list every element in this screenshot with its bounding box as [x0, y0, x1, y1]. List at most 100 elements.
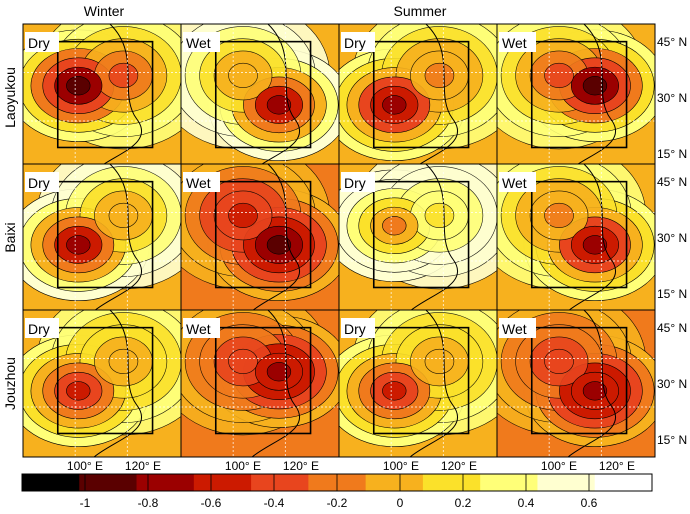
lon-tick-label: 100° E [67, 459, 103, 473]
panel-laoyukou-summer-dry: Dry [338, 23, 498, 172]
coastline [567, 24, 617, 171]
coastline [409, 164, 459, 311]
panel-baixi-winter-dry: Dry [22, 163, 182, 312]
colorbar-segment [79, 474, 138, 491]
contour-band-low [66, 235, 91, 255]
contour-band-low [66, 76, 91, 96]
colorbar-segment [422, 474, 481, 491]
coastline [251, 24, 301, 171]
coastline [567, 310, 617, 457]
lat-tick-label: 30° N [657, 231, 687, 245]
contour-band-high [228, 202, 258, 228]
colorbar-segment [22, 474, 80, 491]
panel-tag: Dry [344, 35, 366, 51]
lat-tick-label: 15° N [657, 287, 687, 301]
panel-tag-box [341, 318, 375, 338]
panel-jouzhou-winter-wet: Wet [180, 309, 340, 458]
panel-tag: Dry [344, 175, 366, 191]
lon-tick-label: 120° E [125, 459, 161, 473]
contour-band-high [424, 62, 455, 88]
lon-tick-label: 120° E [441, 459, 477, 473]
coastline [93, 24, 143, 171]
panel-tag-box [25, 318, 59, 338]
lon-tick-label: 120° E [283, 459, 319, 473]
row-title-baixi: Baixi [2, 222, 18, 252]
colorbar-tick-label: 0 [397, 496, 404, 510]
panel-tag: Wet [502, 321, 527, 337]
column-title-summer: Summer [394, 3, 447, 19]
lat-tick-label: 30° N [657, 91, 687, 105]
contour-band-high [544, 348, 574, 375]
colorbar-segment [537, 474, 596, 491]
colorbar-tick-label: 0.4 [518, 496, 535, 510]
region-box [372, 40, 470, 149]
contour-band-high [228, 62, 258, 88]
colorbar-segment [480, 474, 538, 491]
lat-tick-label: 45° N [657, 175, 687, 189]
coastline [93, 164, 143, 311]
panel-tag-box [25, 32, 59, 52]
colorbar-tick-label: 0.2 [455, 496, 472, 510]
panel-tag-box [341, 32, 375, 52]
coastline [567, 164, 617, 311]
lat-tick-label: 15° N [657, 433, 687, 447]
panel-tag: Wet [186, 35, 211, 51]
coastline [409, 310, 459, 457]
panel-jouzhou-winter-dry: Dry [22, 309, 182, 458]
panel-tag-box [183, 172, 220, 192]
contour-band-high [424, 202, 455, 228]
panel-tag-box [183, 318, 220, 338]
region-box [530, 326, 628, 435]
contour-band-low [382, 216, 407, 236]
panel-baixi-summer-dry: Dry [338, 163, 498, 312]
contour-band-high [228, 348, 258, 375]
lat-tick-label: 15° N [657, 147, 687, 161]
contour-band-high [424, 348, 455, 375]
colorbar-segment [251, 474, 309, 491]
region-box [214, 326, 312, 435]
lat-tick-label: 30° N [657, 377, 687, 391]
panel-laoyukou-winter-wet: Wet [180, 23, 340, 172]
row-title-jouzhou: Jouzhou [2, 357, 18, 410]
panel-tag: Dry [344, 321, 366, 337]
panel-tag-box [499, 172, 536, 192]
panel-tag-box [499, 318, 536, 338]
colorbar-tick-label: -0.4 [264, 496, 285, 510]
coastline [251, 310, 301, 457]
region-box [372, 326, 470, 435]
lat-tick-label: 45° N [657, 35, 687, 49]
panel-tag: Wet [186, 175, 211, 191]
panel-jouzhou-summer-wet: Wet [496, 309, 656, 458]
colorbar-tick-label: -0.8 [138, 496, 159, 510]
panel-tag-box [183, 32, 220, 52]
panel-tag: Wet [502, 175, 527, 191]
region-box [214, 40, 312, 149]
contour-band-high [108, 348, 139, 375]
colorbar-segment [594, 474, 653, 491]
panel-baixi-winter-wet: Wet [180, 163, 340, 312]
contour-band-high [108, 62, 139, 88]
panel-tag: Dry [28, 175, 50, 191]
coastline [93, 310, 143, 457]
contour-band-low [266, 235, 292, 255]
colorbar-tick-label: 0.6 [581, 496, 598, 510]
contour-band-low [582, 381, 608, 401]
region-box [530, 180, 628, 289]
region-box [56, 326, 154, 435]
colorbar-segment [365, 474, 424, 491]
contour-band-low [266, 95, 292, 115]
coastline [409, 24, 459, 171]
lon-tick-label: 100° E [383, 459, 419, 473]
coastline [251, 164, 301, 311]
colorbar-tick-label: -0.6 [201, 496, 222, 510]
colorbar-segment [136, 474, 195, 491]
region-box [56, 40, 154, 149]
contour-band-low [382, 381, 407, 401]
region-box [214, 180, 312, 289]
lon-tick-label: 100° E [225, 459, 261, 473]
panel-laoyukou-summer-wet: Wet [496, 23, 656, 172]
contour-band-high [108, 202, 139, 228]
contour-band-low [266, 362, 292, 382]
panel-tag: Wet [186, 321, 211, 337]
